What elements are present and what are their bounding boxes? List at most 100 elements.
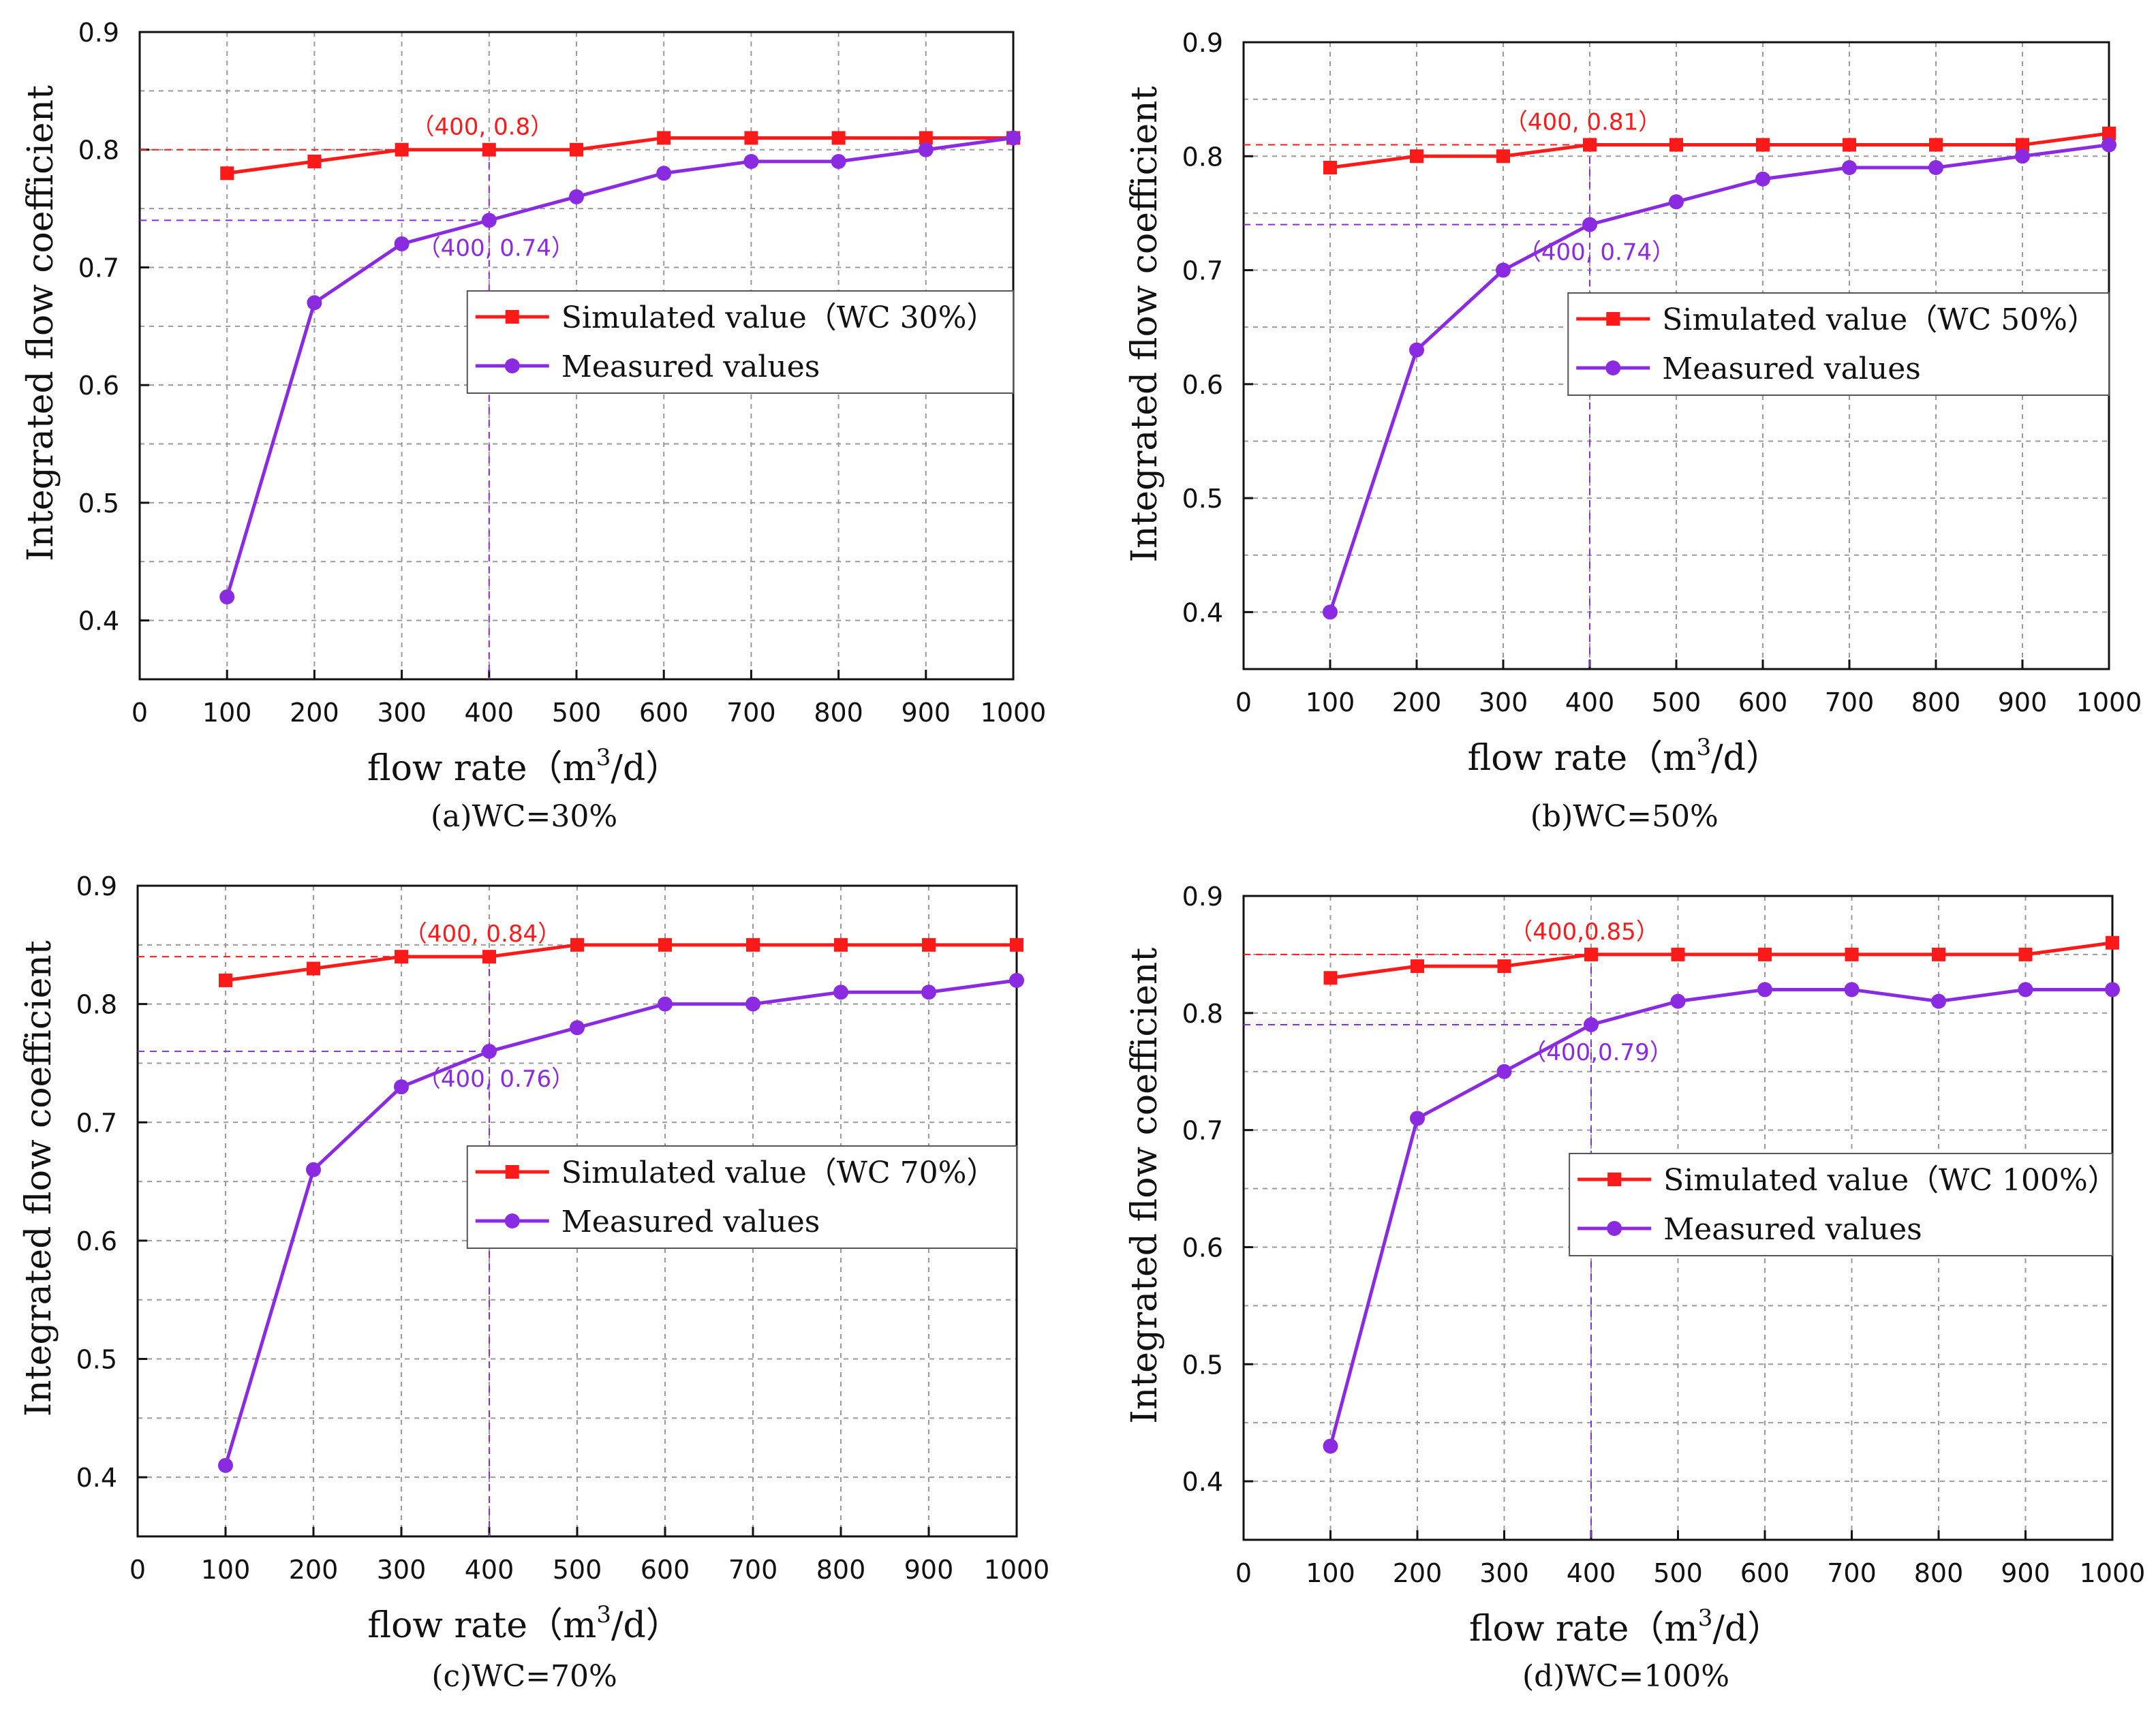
data-point-measured [656,166,672,181]
legend-marker-circle [1605,360,1621,375]
series-line-measured [1328,143,2110,613]
data-point-measured [219,589,235,605]
legend-label: Simulated value（WC 30%） [561,300,997,335]
x-tick-label: 300 [1479,1558,1529,1588]
data-point-measured [569,189,584,204]
data-point-simulated [1411,959,1424,974]
data-point-simulated [1584,947,1598,961]
legend-label: Simulated value（WC 100%） [1663,1163,2118,1198]
x-axis-title-main: flow rate（m [1468,738,1697,779]
annotation-label: （400, 0.74） [418,234,574,262]
x-tick-label: 700 [726,698,776,728]
legend: Simulated value（WC 70%） Measured values [466,1145,1017,1249]
data-point-measured [2105,982,2120,997]
y-tick-label: 0.7 [1182,1116,1223,1146]
data-point-simulated [1496,149,1510,164]
data-point-simulated [1932,947,1945,961]
data-point-measured [306,1162,321,1177]
x-tick-label: 400 [1567,1558,1616,1588]
y-tick-label: 0.7 [1182,256,1223,286]
panel-caption: (a)WC=30% [431,799,617,834]
x-tick-label: 0 [1235,687,1252,717]
chart-panel-4: 0 100 200 300 400 500 600 700 800 900 1000 0.4 0.5 0.… [1124,882,2145,1694]
y-tick-label: 0.4 [76,1463,117,1493]
data-point-simulated [482,950,496,964]
data-point-measured [1669,194,1684,210]
data-point-simulated [2018,947,2033,961]
x-axis-title: flow rate（m3/d） [367,1601,681,1646]
series-line-simulated [226,136,1013,175]
legend-box [1569,1153,2113,1256]
x-tick-label: 600 [1738,687,1788,717]
data-point-measured [394,1079,409,1095]
data-point-simulated [1843,138,1856,152]
data-point-simulated [1671,947,1685,961]
data-point-measured [1323,604,1338,620]
x-tick-label: 500 [553,1555,602,1585]
data-point-measured [481,213,497,228]
x-tick-label: 800 [816,1555,866,1585]
annotation-label: （400, 0.81） [1505,109,1661,136]
data-point-simulated [922,938,936,952]
data-point-simulated [1323,161,1337,174]
data-point-measured [1009,972,1024,988]
data-point-measured [833,985,848,1000]
legend-label: Measured values [561,1205,820,1239]
x-tick-label: 600 [639,698,689,728]
x-tick-label: 0 [129,1555,146,1585]
x-tick-label: 200 [290,698,339,728]
data-point-measured [831,154,846,169]
x-axis-title-main: flow rate（m [367,1605,596,1646]
data-point-simulated [1845,947,1859,961]
data-point-measured [1323,1438,1338,1454]
x-tick-label: 1000 [2076,687,2142,717]
data-point-measured [1757,982,1772,997]
legend-label: Simulated value（WC 70%） [561,1156,997,1190]
y-axis-title: Integrated flow coefficient [18,940,59,1416]
x-tick-label: 700 [1825,687,1875,717]
legend-marker-square [1607,1173,1622,1186]
data-point-simulated [570,938,584,952]
chart-panel-1: 0 100 200 300 400 500 600 700 800 900 1000 0.4 0.5 0.… [20,18,1046,834]
y-tick-label: 0.5 [78,489,119,518]
data-point-simulated [1758,947,1772,961]
data-point-simulated [220,166,234,181]
y-tick-label: 0.7 [78,253,119,283]
x-tick-label: 1000 [981,698,1047,728]
data-point-simulated [2016,138,2029,152]
legend: Simulated value（WC 50%） Measured values [1567,292,2110,396]
y-axis-title: Integrated flow coefficient [20,85,61,561]
x-tick-label: 800 [1914,1558,1964,1588]
data-point-measured [1496,1064,1512,1079]
y-axis-title: Integrated flow coefficient [1124,86,1165,562]
data-point-measured [218,1457,233,1473]
data-point-simulated [570,142,583,157]
x-tick-label: 200 [289,1555,339,1585]
x-tick-label: 600 [641,1555,690,1585]
data-point-measured [482,1044,497,1059]
data-point-simulated [2102,126,2116,140]
legend-marker-square [1606,312,1620,326]
legend: Simulated value（WC 30%） Measured values [466,290,1014,394]
data-point-measured [1931,993,1946,1009]
legend-label: Measured values [1663,1212,1922,1247]
data-point-measured [394,236,410,251]
data-point-simulated [219,973,232,987]
panel-caption: (c)WC=70% [431,1659,617,1694]
y-tick-label: 0.4 [1182,1467,1223,1497]
data-point-simulated [831,131,846,145]
data-point-simulated [1929,138,1943,152]
y-tick-label: 0.4 [1182,598,1223,628]
legend-box [466,290,1014,394]
data-point-measured [2101,137,2116,153]
y-tick-label: 0.9 [76,871,117,901]
data-point-simulated [395,950,408,964]
series-line-simulated [1330,941,2113,980]
x-tick-label: 900 [902,698,951,728]
data-point-measured [307,295,322,311]
legend-label: Measured values [561,350,820,384]
x-axis-title-tail: /d） [611,748,681,789]
x-axis-title-tail: /d） [1711,738,1781,779]
y-tick-label: 0.8 [1182,142,1223,172]
